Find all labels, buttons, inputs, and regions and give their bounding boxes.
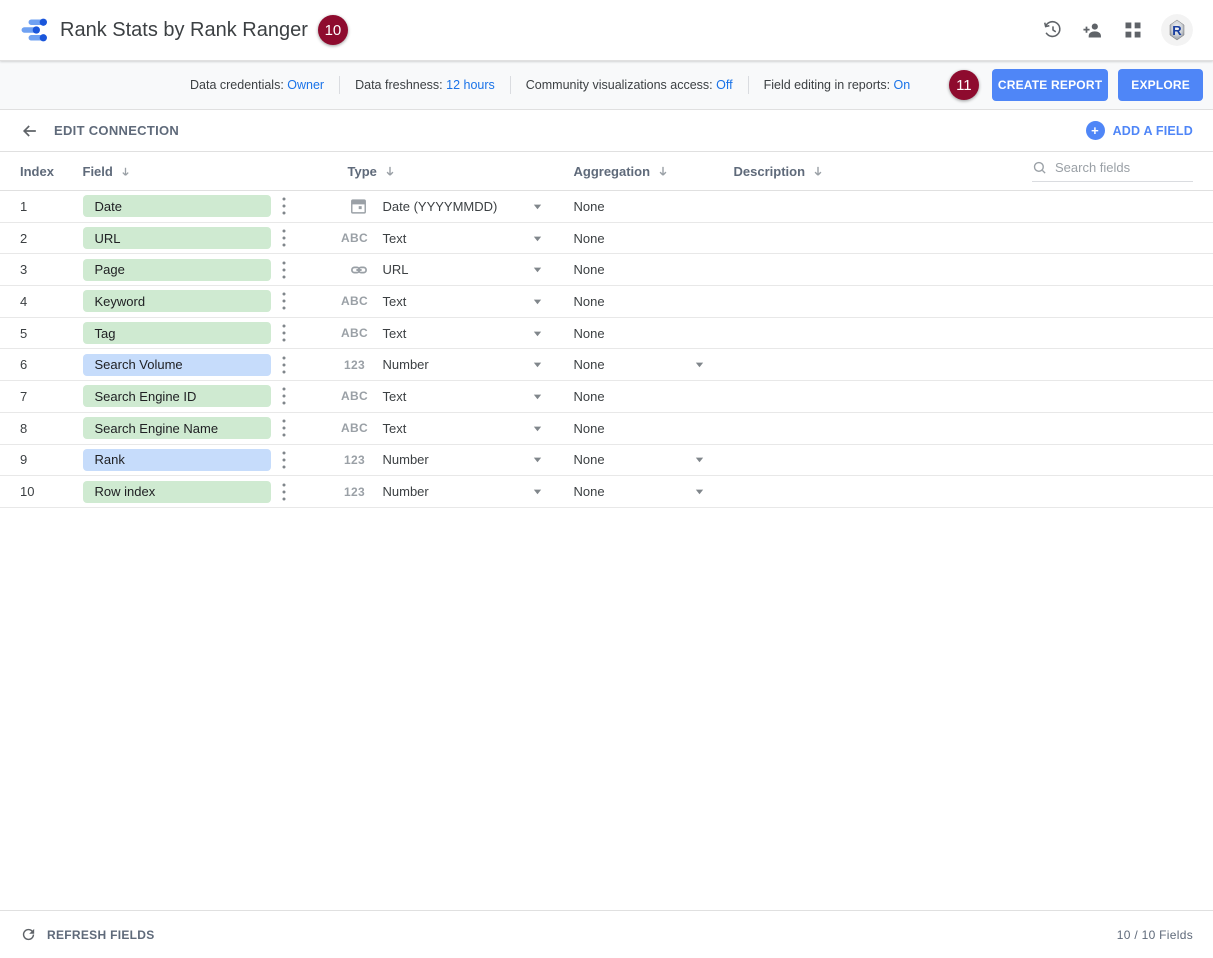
svg-text:R: R — [1172, 23, 1182, 38]
